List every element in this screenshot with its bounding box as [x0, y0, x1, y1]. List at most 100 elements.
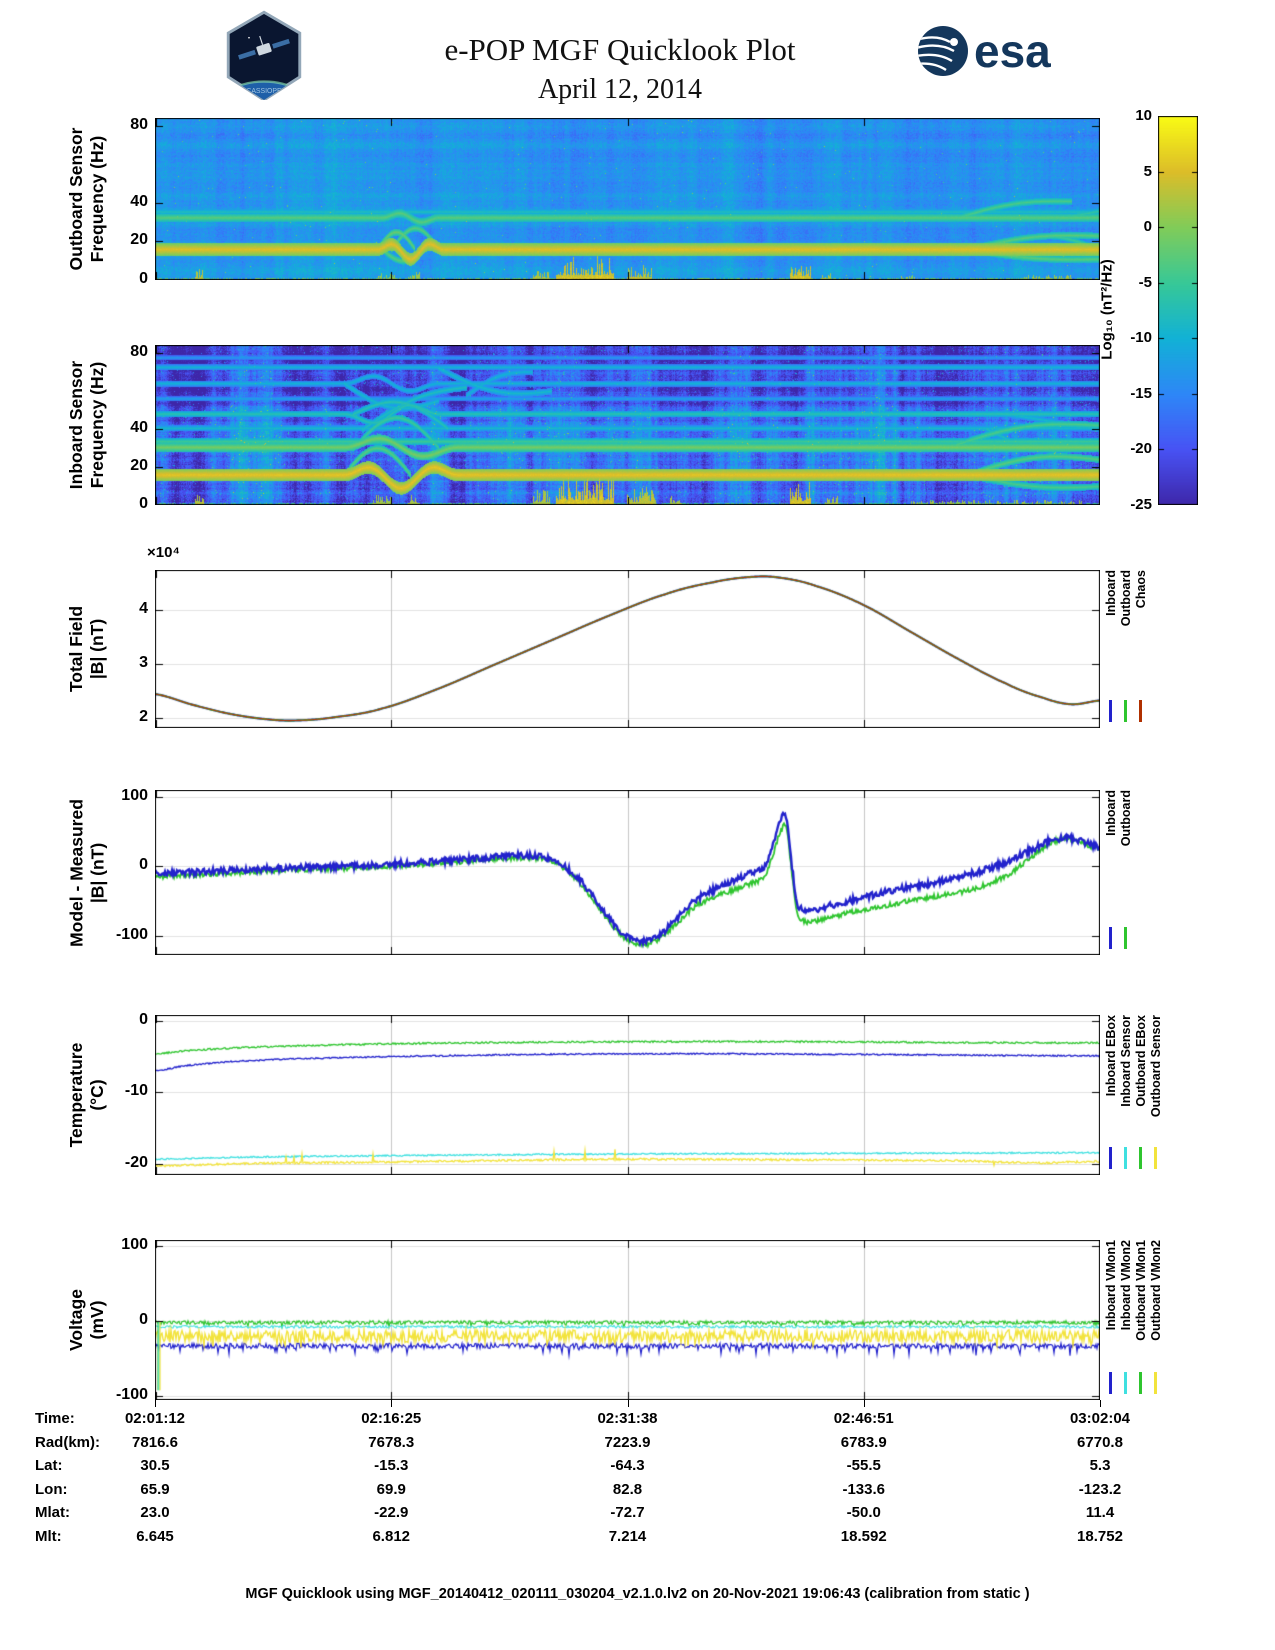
legend-entry: Outboard VMon2	[1148, 1240, 1163, 1400]
legend-color-dash	[1109, 1147, 1112, 1169]
ephemeris-value: 7.214	[608, 1527, 647, 1545]
ephemeris-value: 02:01:12	[124, 1410, 186, 1427]
ephemeris-value: -15.3	[374, 1457, 409, 1474]
ephemeris-value: 18.592	[840, 1527, 887, 1545]
model-measured-canvas	[155, 790, 1100, 955]
outboard-spectrogram-canvas	[155, 118, 1100, 280]
y-tick-label: 0	[139, 856, 148, 874]
colorbar-tick-label: -5	[1138, 273, 1152, 291]
ephemeris-value: -72.7	[610, 1504, 645, 1521]
y-tick-label: -20	[124, 1154, 148, 1172]
ephemeris-value: 02:31:38	[597, 1410, 658, 1427]
x-tick-stub	[391, 1400, 392, 1407]
colorbar-tick-label: 10	[1135, 107, 1152, 124]
legend-entry: Outboard EBox	[1133, 1015, 1148, 1175]
ephemeris-row-label: Time:	[35, 1410, 75, 1427]
legend-temperature: Inboard EBox Inboard Sensor Outboard EBox O…	[1103, 1015, 1163, 1175]
legend-entry: Inboard VMon2	[1118, 1240, 1133, 1400]
footer-caption: MGF Quicklook using MGF_20140412_020111_…	[245, 1586, 1030, 1602]
legend-color-dash	[1124, 927, 1127, 949]
x-tick-stub	[628, 1400, 629, 1407]
temperature-canvas	[155, 1015, 1100, 1175]
y-tick-label: 20	[130, 231, 148, 249]
legend-entry: Chaos	[1133, 570, 1148, 728]
legend-entry: Inboard	[1103, 570, 1118, 728]
ephemeris-value: 30.5	[140, 1457, 170, 1474]
legend-color-dash	[1124, 700, 1127, 722]
ephemeris-value: 7816.6	[132, 1433, 178, 1451]
legend-color-dash	[1154, 1147, 1157, 1169]
inboard-spectrogram-canvas	[155, 345, 1100, 505]
y-tick-label: -100	[115, 1386, 148, 1404]
plot-date: April 12, 2014	[537, 74, 703, 105]
y-tick-label: 40	[130, 192, 148, 210]
ephemeris-value: -22.9	[374, 1504, 409, 1521]
legend-color-dash	[1109, 700, 1112, 722]
colorbar-tick-label: 0	[1143, 218, 1152, 236]
ephemeris-value: 7223.9	[604, 1433, 651, 1451]
total-field-canvas	[155, 570, 1100, 728]
esa-logo: esa	[916, 24, 1051, 78]
ephemeris-value: -133.6	[842, 1480, 886, 1498]
y-tick-label: 0	[139, 1311, 148, 1329]
ephemeris-value: 65.9	[140, 1480, 170, 1498]
legend-voltage: Inboard VMon1 Inboard VMon2 Outboard VMon1…	[1103, 1240, 1163, 1400]
ephemeris-row-label: Lon:	[35, 1480, 68, 1498]
colorbar-tick-label: -20	[1130, 440, 1152, 458]
legend-color-dash	[1139, 1147, 1142, 1169]
ephemeris-value: 11.4	[1085, 1504, 1115, 1521]
esa-emblem-icon	[918, 26, 968, 76]
axis-scale-label: ×10⁴	[147, 544, 180, 561]
x-tick-stub	[1100, 1400, 1101, 1407]
plot-title: e-POP MGF Quicklook Plot	[444, 32, 796, 67]
y-tick-label: 40	[130, 418, 148, 436]
ephemeris-value: 02:16:25	[361, 1410, 422, 1427]
y-tick-label: 0	[139, 1010, 148, 1028]
ephemeris-value: 23.0	[140, 1504, 170, 1521]
x-tick-stub	[155, 1400, 156, 1407]
y-tick-label: 3	[139, 654, 148, 672]
legend-entry: Outboard	[1118, 790, 1133, 955]
ephemeris-value: -55.5	[846, 1457, 881, 1474]
legend-entry: Inboard VMon1	[1103, 1240, 1118, 1400]
colorbar-tick-label: -25	[1130, 496, 1152, 513]
y-tick-label: 0	[139, 495, 148, 512]
legend-color-dash	[1109, 1372, 1112, 1394]
ephemeris-value: 82.8	[612, 1480, 643, 1498]
ephemeris-value: 03:02:04	[1069, 1410, 1131, 1427]
ephemeris-value: -64.3	[610, 1457, 645, 1474]
legend-entry: Inboard	[1103, 790, 1118, 955]
legend-entry: Outboard VMon1	[1133, 1240, 1148, 1400]
ephemeris-value: -123.2	[1078, 1480, 1122, 1498]
ephemeris-row-label: Lat:	[35, 1457, 63, 1474]
satellite-graphic	[238, 35, 290, 60]
ephemeris-row-label: Mlt:	[35, 1527, 62, 1545]
y-tick-label: 80	[130, 342, 148, 360]
ephemeris-value: 6770.8	[1077, 1433, 1123, 1451]
y-tick-label: -10	[124, 1082, 148, 1100]
x-tick-stub	[864, 1400, 865, 1407]
y-tick-label: 20	[130, 456, 148, 474]
legend-color-dash	[1124, 1372, 1127, 1394]
colorbar-tick-label: -10	[1130, 329, 1152, 347]
ephemeris-value: -50.0	[846, 1504, 881, 1521]
cassiope-logo-text: CASSIOPE	[246, 88, 282, 95]
ephemeris-row-label: Mlat:	[35, 1504, 70, 1521]
ephemeris-value: 6.812	[372, 1527, 411, 1545]
legend-color-dash	[1139, 700, 1142, 722]
colorbar-tick-label: -15	[1130, 384, 1152, 402]
ephemeris-row-label: Rad(km):	[35, 1433, 101, 1451]
esa-wordmark: esa	[974, 25, 1051, 77]
y-tick-label: 2	[139, 708, 148, 726]
legend-total-field: Inboard Outboard Chaos	[1103, 570, 1148, 728]
ephemeris-value: 69.9	[376, 1480, 406, 1498]
voltage-canvas	[155, 1240, 1100, 1400]
ephemeris-value: 7678.3	[368, 1433, 415, 1451]
legend-entry: Inboard EBox	[1103, 1015, 1118, 1175]
legend-entry: Outboard	[1118, 570, 1133, 728]
y-tick-label: 100	[121, 786, 148, 804]
legend-color-dash	[1154, 1372, 1157, 1394]
